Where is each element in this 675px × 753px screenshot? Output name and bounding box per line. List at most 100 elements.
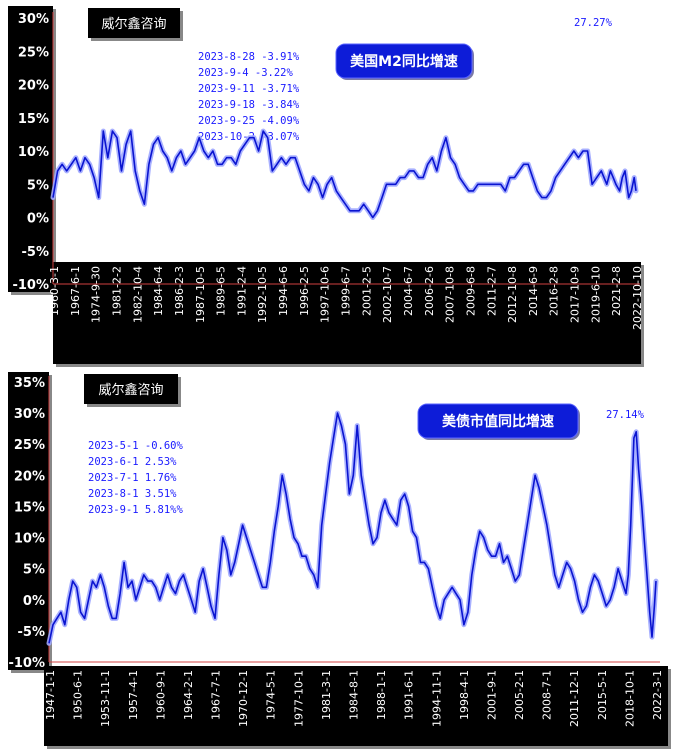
- x-axis-panel: [44, 666, 668, 746]
- x-tick-label: 2019-6-10: [589, 266, 602, 323]
- x-tick-label: 1997-10-6: [319, 266, 332, 323]
- x-tick-label: 1964-2-1: [182, 670, 195, 720]
- x-tick-label: 1982-10-4: [131, 266, 144, 323]
- x-tick-label: 2001-2-5: [360, 266, 373, 316]
- x-tick-label: 1960-9-1: [154, 670, 167, 720]
- x-tick-label: 1957-4-1: [127, 670, 140, 720]
- annotation-label: 2023-8-28 -3.91%: [198, 51, 300, 63]
- x-tick-label: 1991-6-1: [403, 670, 416, 720]
- x-tick-label: 1967-7-1: [210, 670, 223, 720]
- watermark-text: 威尔鑫咨询: [98, 382, 163, 398]
- y-tick-label: 15%: [14, 500, 45, 515]
- x-tick-label: 1981-2-2: [110, 266, 123, 316]
- y-tick-label: -5%: [22, 245, 49, 260]
- x-tick-label: 2018-10-1: [623, 670, 636, 727]
- m2-growth-svg: 30% 25% 20% 15% 10% 5% 0% -5% -10% 1960-3-1 1967-6…: [8, 6, 644, 367]
- x-tick-label: 2005-2-1: [513, 670, 526, 720]
- x-tick-label: 1984-8-1: [348, 670, 361, 720]
- x-tick-label: 1992-10-5: [256, 266, 269, 323]
- x-tick-label: 2021-2-8: [610, 266, 623, 316]
- x-tick-label: 1974-5-1: [265, 670, 278, 720]
- y-tick-label: 20%: [18, 79, 49, 94]
- x-tick-label: 2015-5-1: [596, 670, 609, 720]
- annotation-label: 2023-9-25 -4.09%: [198, 115, 300, 127]
- x-tick-label: 2017-10-9: [569, 266, 582, 323]
- annotation-label: 2023-9-11 -3.71%: [198, 83, 300, 95]
- x-tick-label: 1967-6-1: [69, 266, 82, 316]
- x-tick-label: 1998-4-1: [458, 670, 471, 720]
- x-tick-label: 2011-2-7: [485, 266, 498, 316]
- annotation-label: 2023-8-1 3.51%: [88, 488, 177, 500]
- x-tick-label: 1947-1-1: [44, 670, 57, 720]
- y-tick-label: 5%: [23, 563, 45, 578]
- annotation-label: 2023-9-4 -3.22%: [198, 67, 294, 79]
- y-tick-label: -10%: [8, 656, 45, 671]
- x-tick-label: 2011-12-1: [568, 670, 581, 727]
- x-tick-label: 2012-10-8: [506, 266, 519, 323]
- x-tick-label: 1950-6-1: [72, 670, 85, 720]
- peak-value-label: 27.27%: [574, 17, 613, 29]
- series-line: [52, 130, 637, 219]
- x-tick-label: 1986-2-3: [173, 266, 186, 316]
- m2-growth-chart: 30% 25% 20% 15% 10% 5% 0% -5% -10% 1960-3-1 1967-6…: [0, 0, 675, 367]
- x-tick-label: 1981-3-1: [320, 670, 333, 720]
- y-tick-label: 30%: [14, 407, 45, 422]
- y-tick-label: 15%: [18, 112, 49, 127]
- treasury-value-growth-chart: 35% 30% 25% 20% 15% 10% 5% 0% -5% -10% 1947-1-1 195…: [0, 366, 675, 753]
- series-line-halo: [50, 128, 639, 220]
- title-box: [417, 403, 579, 439]
- x-axis-panel: [53, 262, 641, 364]
- annotation-label: 2023-9-1 5.81%%: [88, 504, 184, 516]
- x-tick-label: 1974-9-30: [90, 266, 103, 323]
- chart-title: 美债市值同比增速: [442, 413, 554, 430]
- y-tick-label: 35%: [14, 376, 45, 391]
- x-tick-label: 1989-6-5: [215, 266, 228, 316]
- x-tick-label: 2001-9-1: [485, 670, 498, 720]
- chart-title: 美国M2同比增速: [350, 53, 458, 70]
- y-axis-panel: [8, 6, 53, 292]
- annotation-label: 2023-6-1 2.53%: [88, 456, 177, 468]
- watermark-box: [88, 8, 180, 38]
- y-tick-label: 0%: [23, 594, 45, 609]
- x-tick-label: 2004-6-7: [402, 266, 415, 316]
- x-tick-label: 1953-11-1: [99, 670, 112, 727]
- x-tick-label: 1970-12-1: [237, 670, 250, 727]
- y-tick-label: 0%: [27, 212, 49, 227]
- y-tick-label: 25%: [14, 438, 45, 453]
- x-tick-label: 2022-10-10: [631, 266, 644, 330]
- y-tick-label: 5%: [27, 178, 49, 193]
- watermark-box: [84, 374, 178, 404]
- x-tick-label: 1977-10-1: [292, 670, 305, 727]
- y-axis-panel: [8, 372, 49, 670]
- x-tick-label: 1984-6-4: [152, 266, 165, 316]
- x-tick-label: 2014-6-9: [527, 266, 540, 316]
- y-tick-label: 10%: [14, 532, 45, 547]
- y-tick-label: 25%: [18, 45, 49, 60]
- annotation-label: 2023-7-1 1.76%: [88, 472, 177, 484]
- x-tick-label: 2022-3-1: [651, 670, 664, 720]
- annotation-label: 2023-9-18 -3.84%: [198, 99, 300, 111]
- treasury-value-growth-svg: 35% 30% 25% 20% 15% 10% 5% 0% -5% -10%1947-1-1 195…: [8, 372, 671, 749]
- x-tick-label: 1988-1-1: [375, 670, 388, 720]
- x-tick-label: 2007-10-8: [444, 266, 457, 323]
- x-tick-label: 1987-10-5: [194, 266, 207, 323]
- x-tick-label: 2008-7-1: [541, 670, 554, 720]
- x-tick-label: 2006-2-6: [423, 266, 436, 316]
- x-tick-label: 1999-6-7: [340, 266, 353, 316]
- x-tick-label: 2002-10-7: [381, 266, 394, 323]
- y-tick-label: 10%: [18, 145, 49, 160]
- x-tick-label: 1994-11-1: [430, 670, 443, 727]
- x-tick-label: 1994-6-6: [277, 266, 290, 316]
- x-tick-label: 1991-2-4: [235, 266, 248, 316]
- y-tick-label: -10%: [12, 278, 49, 293]
- y-tick-label: -5%: [18, 625, 45, 640]
- y-tick-label: 20%: [14, 469, 45, 484]
- series-line: [48, 412, 657, 644]
- peak-value-label: 27.14%: [606, 409, 645, 421]
- title-box: [335, 43, 473, 79]
- x-tick-label: 2009-6-8: [464, 266, 477, 316]
- x-tick-label: 2016-2-8: [548, 266, 561, 316]
- x-tick-label: 1960-3-1: [48, 266, 61, 316]
- y-tick-label: 30%: [18, 12, 49, 27]
- annotation-label: 2023-5-1 -0.60%: [88, 440, 184, 452]
